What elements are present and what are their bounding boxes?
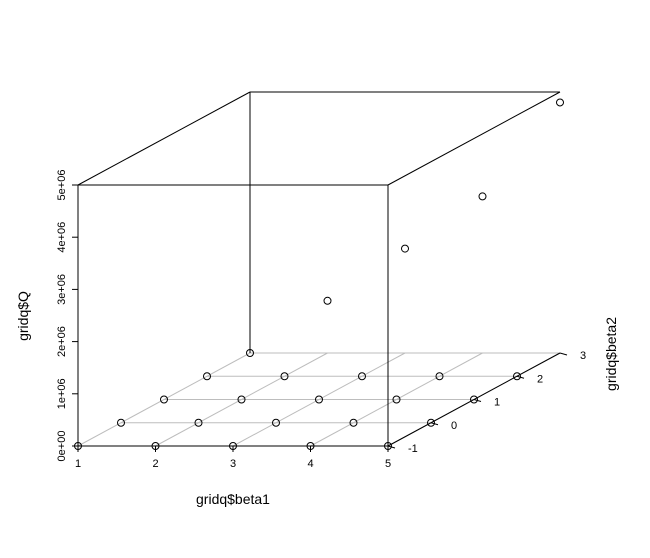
- data-point: [401, 244, 409, 253]
- x-tick-label: 4: [307, 458, 313, 470]
- x-tick-label: 1: [75, 458, 81, 470]
- box-edge: [387, 91, 561, 186]
- y-tick: [473, 399, 482, 402]
- data-point: [470, 395, 478, 404]
- z-tick-label: 1e+06: [56, 378, 68, 409]
- z-axis-title: gridq$Q: [15, 291, 31, 341]
- data-point: [237, 395, 246, 404]
- x-tick-label: 5: [385, 458, 391, 470]
- y-tick: [430, 422, 439, 426]
- y-tick-label: 0: [451, 420, 457, 432]
- data-point: [478, 192, 487, 201]
- data-point: [246, 349, 254, 357]
- x-axis-title: gridq$beta1: [196, 491, 270, 507]
- data-points: [74, 98, 564, 450]
- data-point: [272, 418, 280, 427]
- data-point: [280, 372, 289, 381]
- z-tick-label: 0e+00: [56, 431, 68, 462]
- tick-labels: 1 2 3 4 5 -1 0 1 2 3 0e+00 1e+06 2e+06 3e+06 4e+06 5e+0…: [56, 170, 586, 470]
- axis-ticks: [72, 184, 568, 452]
- data-point: [323, 296, 332, 305]
- floor-grid: [77, 352, 561, 447]
- z-tick-label: 4e+06: [56, 222, 68, 253]
- y-axis-title: gridq$beta2: [603, 317, 619, 391]
- box-edge: [77, 91, 251, 186]
- data-point: [392, 395, 401, 404]
- data-point: [160, 395, 168, 404]
- data-point: [435, 372, 444, 381]
- data-point: [117, 418, 125, 427]
- data-point: [194, 418, 203, 427]
- y-tick-label: 2: [537, 373, 543, 385]
- data-point: [358, 372, 366, 381]
- y-tick: [559, 352, 568, 356]
- data-point: [513, 372, 521, 381]
- z-tick-label: 3e+06: [56, 274, 68, 305]
- y-tick-label: 1: [494, 397, 500, 409]
- x-tick-label: 3: [230, 458, 236, 470]
- data-point: [203, 372, 211, 381]
- data-point: [349, 418, 358, 427]
- bounding-box: [77, 91, 561, 447]
- data-point: [556, 98, 564, 107]
- y-tick: [516, 375, 525, 379]
- data-point: [315, 395, 323, 404]
- data-point: [427, 418, 435, 427]
- y-tick: [387, 445, 396, 449]
- y-tick-label: 3: [580, 350, 586, 362]
- x-tick-label: 2: [152, 458, 158, 470]
- y-tick-label: -1: [408, 443, 418, 455]
- z-tick-label: 5e+06: [56, 170, 68, 201]
- z-tick-label: 2e+06: [56, 326, 68, 357]
